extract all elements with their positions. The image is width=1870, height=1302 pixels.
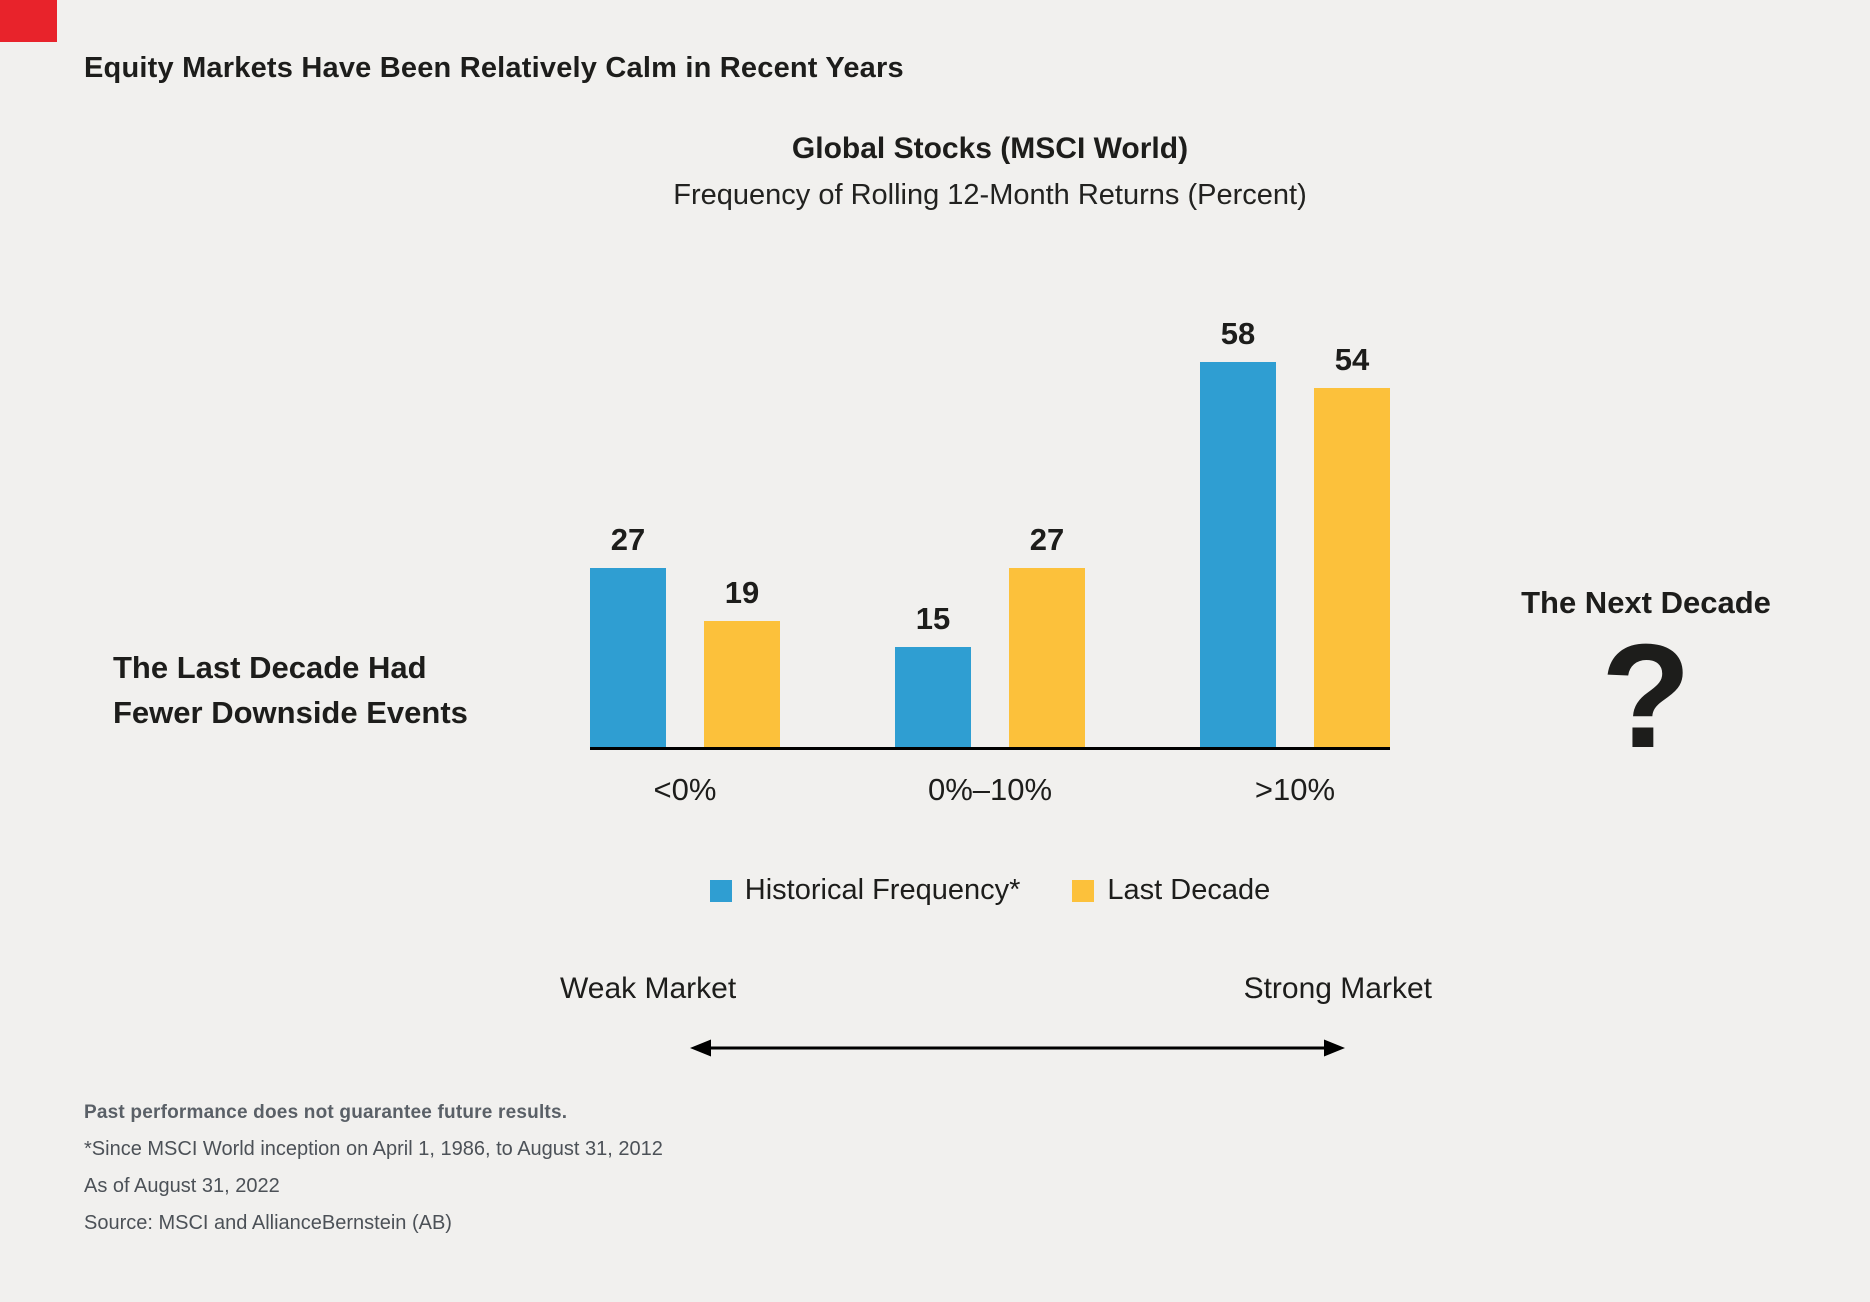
- bar-column: 27: [1009, 522, 1085, 747]
- market-strength-labels: Weak Market Strong Market: [560, 972, 1432, 1006]
- bar-column: 58: [1200, 316, 1276, 747]
- category-label: 0%–10%: [927, 772, 1053, 807]
- bar-group: 15 27: [895, 522, 1085, 747]
- page-title: Equity Markets Have Been Relatively Calm…: [84, 52, 904, 84]
- legend-swatch-icon: [1072, 879, 1095, 902]
- bar-value-label: 19: [724, 575, 760, 610]
- left-callout: The Last Decade Had Fewer Downside Event…: [113, 645, 468, 735]
- bar-last-decade: [704, 621, 780, 747]
- footnote-line: *Since MSCI World inception on April 1, …: [84, 1138, 663, 1160]
- bar-last-decade: [1009, 568, 1085, 747]
- bar-column: 54: [1314, 342, 1390, 747]
- footnote-line: Source: MSCI and AllianceBernstein (AB): [84, 1212, 452, 1234]
- left-callout-line-1: The Last Decade Had: [113, 650, 427, 685]
- bar-column: 15: [895, 601, 971, 747]
- question-mark: ?: [1600, 614, 1692, 779]
- bar-chart-plot: 27 19 15 27 58 54: [590, 316, 1390, 750]
- next-decade-callout: The Next Decade ?: [1466, 585, 1826, 779]
- strong-market-label: Strong Market: [1243, 972, 1432, 1005]
- footnotes: Past performance does not guarantee futu…: [84, 1102, 663, 1249]
- bar-historical-frequency: [590, 568, 666, 747]
- footnote-line: As of August 31, 2022: [84, 1175, 280, 1197]
- bar-value-label: 58: [1220, 316, 1256, 351]
- legend-item: Last Decade: [1072, 874, 1270, 907]
- brand-accent-square: [0, 0, 57, 42]
- bar-value-label: 54: [1334, 342, 1370, 377]
- double-arrow-icon: [690, 1039, 1345, 1057]
- bar-value-label: 15: [915, 601, 951, 636]
- legend-label: Last Decade: [1107, 874, 1271, 906]
- left-callout-line-2: Fewer Downside Events: [113, 695, 468, 730]
- chart-legend: Historical Frequency* Last Decade: [590, 874, 1390, 907]
- legend-label: Historical Frequency*: [744, 874, 1021, 906]
- bar-historical-frequency: [895, 647, 971, 747]
- category-label: <0%: [653, 772, 717, 807]
- legend-item: Historical Frequency*: [709, 874, 1021, 907]
- bar-historical-frequency: [1200, 362, 1276, 747]
- bar-column: 27: [590, 522, 666, 747]
- bar-value-label: 27: [610, 522, 646, 557]
- disclaimer-line: Past performance does not guarantee futu…: [84, 1102, 568, 1123]
- category-axis: <0% 0%–10% >10%: [590, 772, 1390, 808]
- weak-market-label: Weak Market: [560, 972, 737, 1005]
- bar-group: 58 54: [1200, 316, 1390, 747]
- chart-title: Global Stocks (MSCI World): [791, 132, 1189, 165]
- chart-header: Global Stocks (MSCI World) Frequency of …: [540, 132, 1440, 212]
- category-label: >10%: [1254, 772, 1336, 807]
- chart-subtitle: Frequency of Rolling 12-Month Returns (P…: [673, 179, 1307, 211]
- next-decade-title: The Next Decade: [1521, 585, 1771, 620]
- bar-column: 19: [704, 575, 780, 747]
- legend-swatch-icon: [709, 879, 732, 902]
- bar-value-label: 27: [1029, 522, 1065, 557]
- bar-group: 27 19: [590, 522, 780, 747]
- bar-last-decade: [1314, 388, 1390, 747]
